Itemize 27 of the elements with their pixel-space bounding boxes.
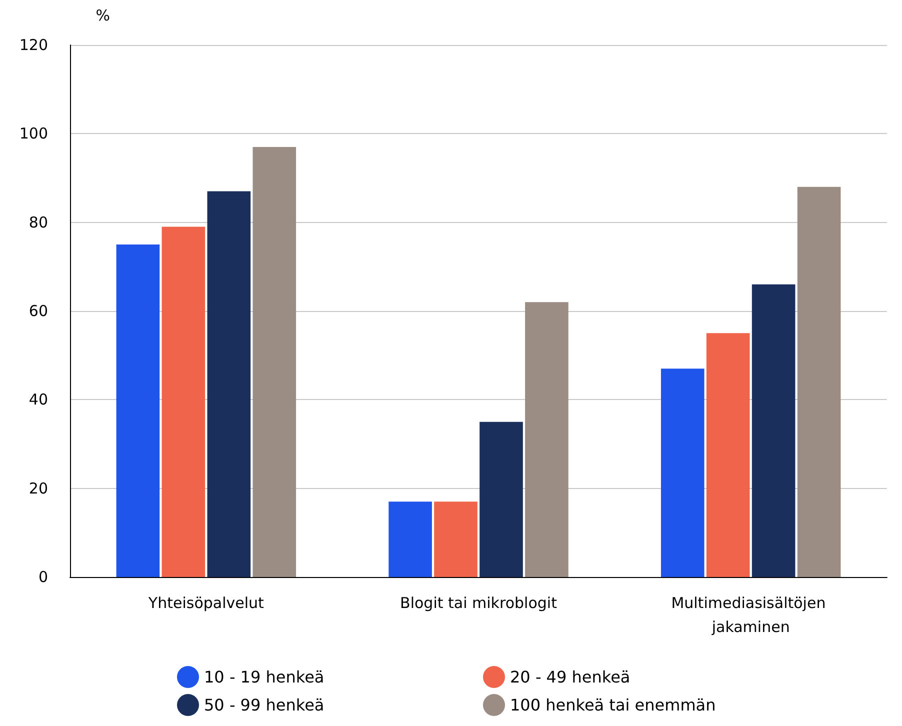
bar	[252, 146, 296, 577]
y-tick-label: 100	[19, 124, 48, 143]
legend-label: 10 - 19 henkeä	[204, 668, 324, 686]
y-axis-title: %	[96, 6, 110, 24]
bar	[752, 284, 796, 577]
bar	[207, 191, 251, 577]
bar	[797, 186, 841, 577]
y-tick-label: 120	[19, 36, 48, 54]
bar	[660, 368, 704, 577]
y-tick-label: 20	[28, 479, 48, 498]
bar	[434, 502, 478, 577]
bar	[162, 226, 206, 577]
y-tick-label: 0	[38, 568, 48, 586]
bar	[480, 422, 523, 577]
bar	[116, 244, 160, 577]
legend-label: 20 - 49 henkeä	[510, 668, 630, 686]
x-tick-label: Multimediasisältöjen jakaminen	[671, 594, 830, 636]
y-tick-label: 80	[28, 213, 48, 232]
x-tick-label: Yhteisöpalvelut	[147, 594, 264, 612]
bar	[706, 333, 750, 577]
bar	[525, 302, 568, 577]
y-tick-label: 40	[28, 390, 48, 409]
legend-label: 50 - 99 henkeä	[204, 696, 324, 714]
legend-label: 100 henkeä tai enemmän	[510, 696, 716, 714]
bar	[388, 502, 432, 577]
x-tick-label: Blogit tai mikroblogit	[400, 594, 558, 612]
y-tick-label: 60	[28, 302, 48, 320]
